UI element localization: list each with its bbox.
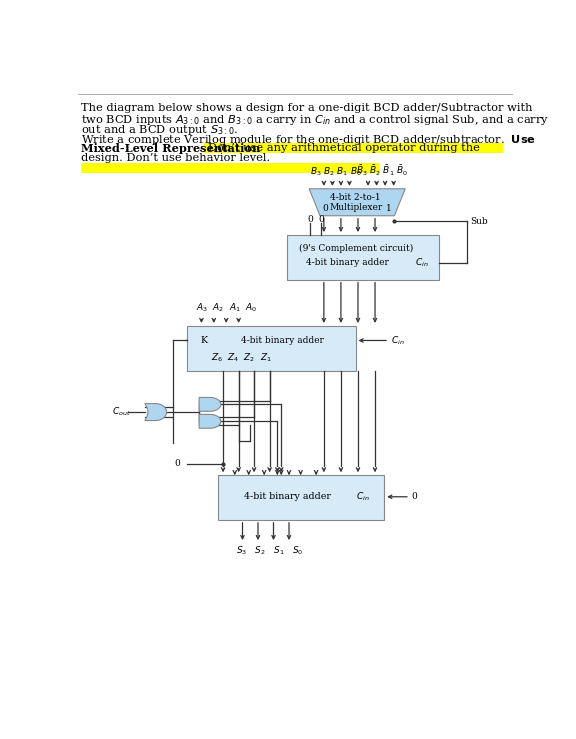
Polygon shape	[199, 415, 221, 428]
Text: $C_{in}$: $C_{in}$	[415, 256, 429, 269]
Text: $C_{in}$: $C_{in}$	[356, 491, 369, 503]
Text: 1: 1	[386, 204, 392, 214]
Text: (9's Complement circuit): (9's Complement circuit)	[300, 244, 414, 253]
Text: 4-bit 2-to-1
Multiplexer: 4-bit 2-to-1 Multiplexer	[329, 193, 382, 212]
Text: Mixed-Level Representation: Mixed-Level Representation	[81, 143, 261, 154]
Bar	[81, 163, 381, 173]
Text: 4-bit binary adder: 4-bit binary adder	[241, 336, 324, 345]
Text: $S_3\ \ \ S_2\ \ \ S_1\ \ \ S_0$: $S_3\ \ \ S_2\ \ \ S_1\ \ \ S_0$	[236, 545, 304, 557]
Polygon shape	[309, 188, 406, 216]
Text: $Z_6\ \ Z_4\ \ Z_2\ \ Z_1$: $Z_6\ \ Z_4\ \ Z_2\ \ Z_1$	[211, 352, 272, 364]
Text: $B_3\ B_2\ B_1\ B_0$: $B_3\ B_2\ B_1\ B_0$	[310, 166, 362, 178]
Polygon shape	[145, 403, 166, 420]
Text: $C_{in}$: $C_{in}$	[391, 334, 404, 347]
Text: $\bar{B}_3\ \bar{B}_2\ \bar{B}_1\ \bar{B}_0$: $\bar{B}_3\ \bar{B}_2\ \bar{B}_1\ \bar{B…	[356, 163, 408, 178]
Bar	[204, 143, 503, 153]
Text: .: .	[199, 143, 206, 152]
Polygon shape	[199, 398, 221, 412]
Bar	[218, 475, 384, 520]
Text: 0: 0	[318, 215, 324, 224]
Bar	[187, 326, 355, 370]
Text: 0: 0	[175, 459, 180, 469]
Text: 0: 0	[307, 215, 313, 224]
Text: $C_{out}$: $C_{out}$	[112, 406, 131, 418]
Text: Don’t use any arithmetical operator during the: Don’t use any arithmetical operator duri…	[207, 143, 479, 152]
Text: 4-bit binary adder: 4-bit binary adder	[244, 492, 331, 501]
Text: 4-bit binary adder: 4-bit binary adder	[306, 258, 389, 268]
Text: 0: 0	[411, 492, 417, 501]
Text: The diagram below shows a design for a one-digit BCD adder/Subtractor with: The diagram below shows a design for a o…	[81, 103, 533, 112]
Text: K: K	[200, 336, 207, 345]
Text: Write a complete Verilog module for the one-digit BCD adder/subtractor.  $\mathb: Write a complete Verilog module for the …	[81, 132, 536, 146]
Text: $A_3\ \ A_2\ \ A_1\ \ A_0$: $A_3\ \ A_2\ \ A_1\ \ A_0$	[196, 302, 257, 314]
Bar	[287, 235, 438, 279]
Text: 0: 0	[323, 204, 328, 214]
Text: two BCD inputs $A_{3:0}$ and $B_{3:0}$ a carry in $C_{in}$ and a control signal : two BCD inputs $A_{3:0}$ and $B_{3:0}$ a…	[81, 112, 550, 126]
Text: out and a BCD output $S_{3:0}$.: out and a BCD output $S_{3:0}$.	[81, 123, 238, 137]
Text: design. Don’t use behavior level.: design. Don’t use behavior level.	[81, 152, 270, 163]
Text: Sub: Sub	[471, 217, 488, 225]
